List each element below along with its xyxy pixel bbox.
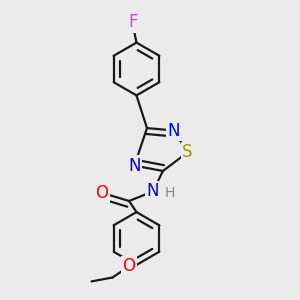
Text: O: O — [122, 257, 136, 275]
Text: F: F — [128, 13, 138, 31]
Text: N: N — [147, 182, 159, 200]
Text: O: O — [95, 184, 108, 202]
Text: H: H — [164, 186, 175, 200]
Text: N: N — [128, 157, 141, 175]
Text: S: S — [182, 143, 193, 161]
Text: N: N — [168, 122, 180, 140]
